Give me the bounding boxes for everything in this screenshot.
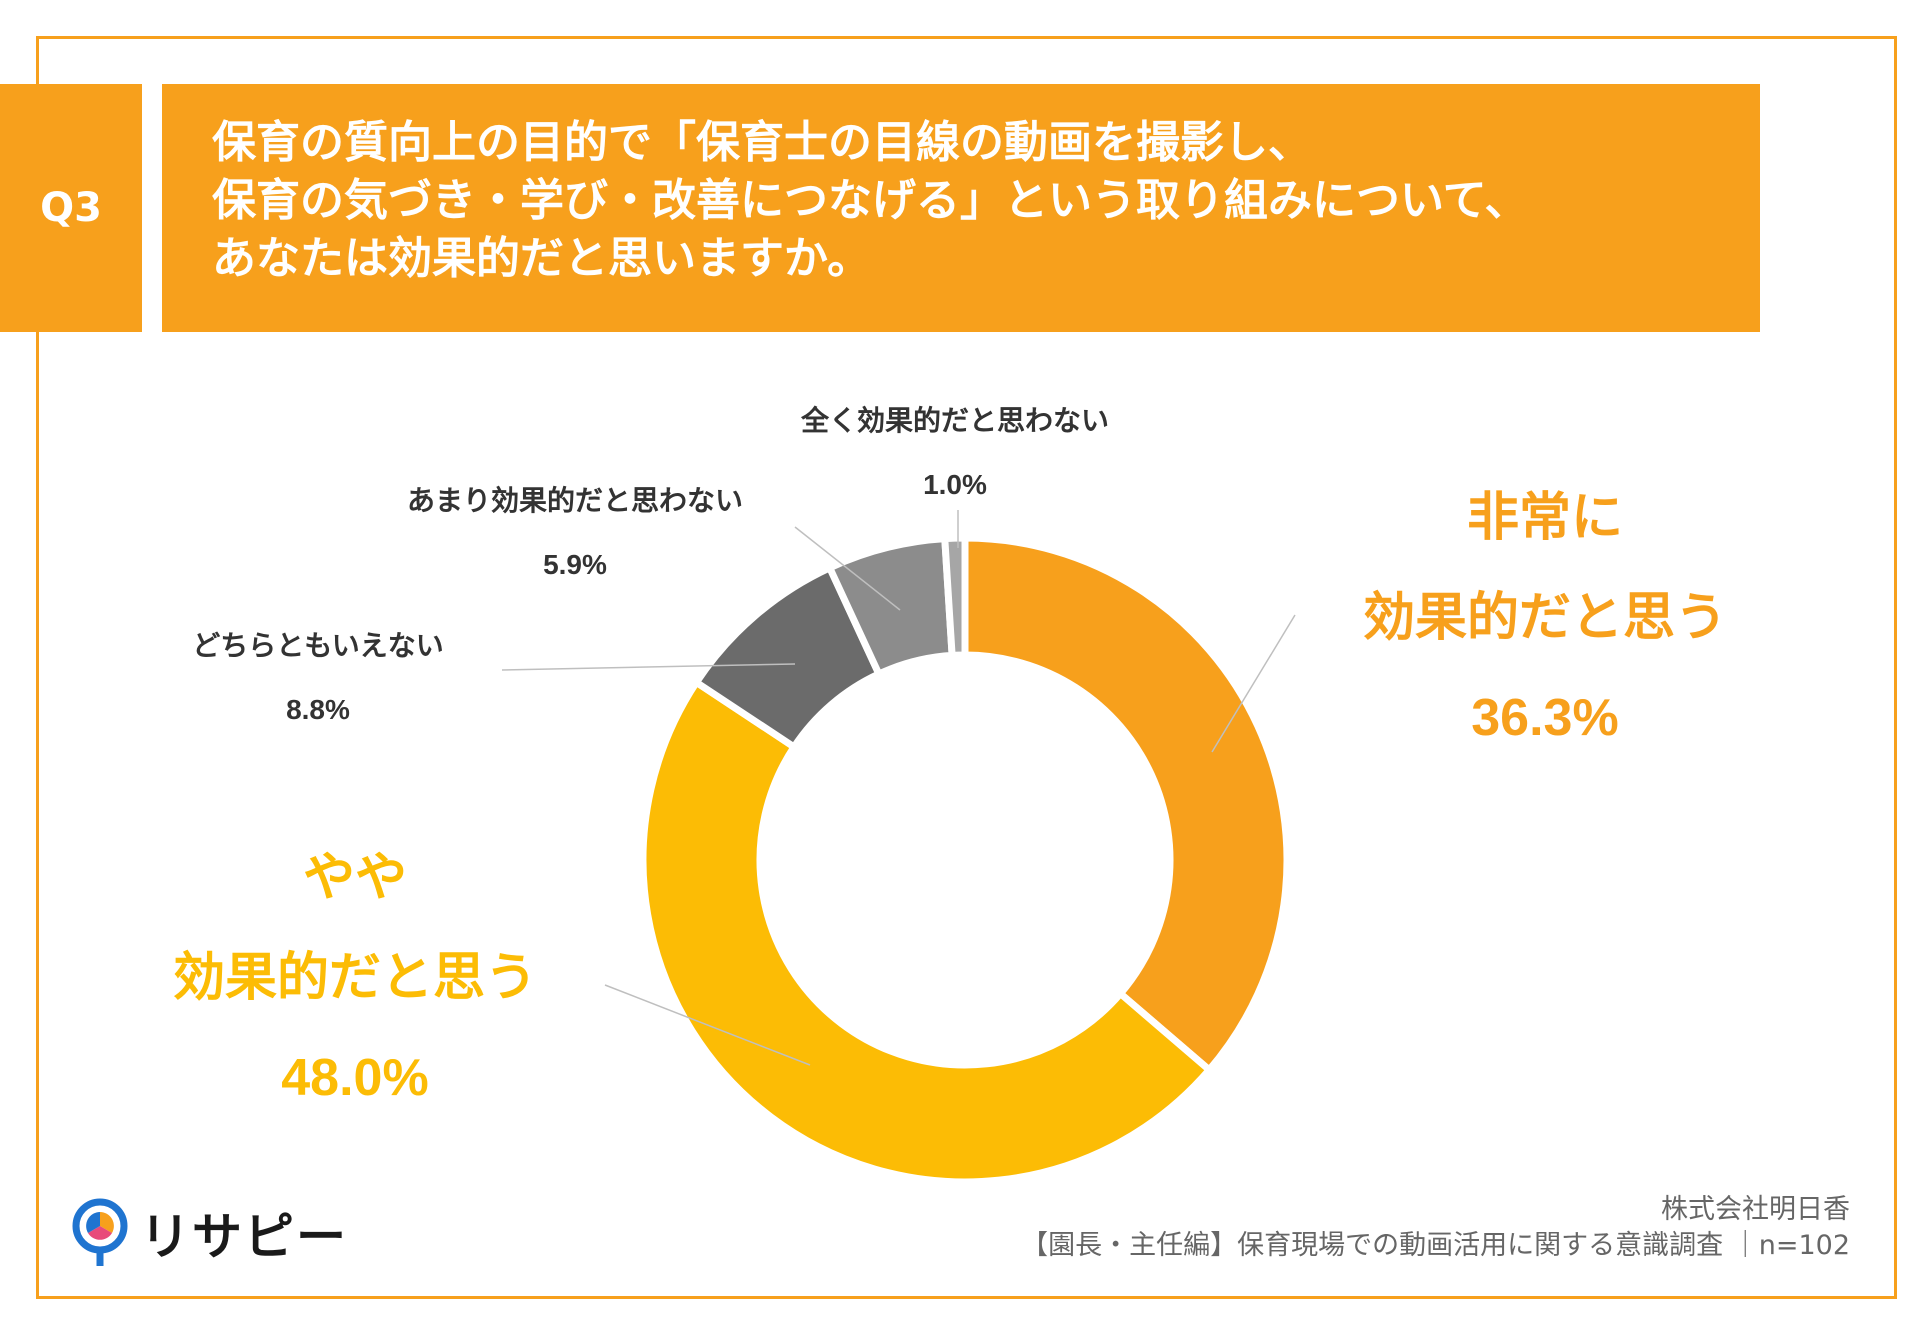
slice-not-effective-at-all — [941, 534, 969, 660]
question-title-line-1: 保育の質向上の目的で「保育士の目線の動画を撮影し、 — [212, 117, 1312, 168]
chart-frame — [36, 36, 1897, 1299]
question-title: 保育の質向上の目的で「保育士の目線の動画を撮影し、 保育の気づき・学び・改善につ… — [162, 84, 1760, 332]
value-label-very-effective: 36.3% — [1471, 689, 1618, 747]
label-very-effective-line-2: 効果的だと思う — [1363, 588, 1727, 648]
pin-logo-icon — [72, 1198, 128, 1266]
label-not-effective-at-all-line-1: 全く効果的だと思わない — [800, 404, 1109, 437]
label-neutral-line-1: どちらともいえない — [192, 629, 443, 662]
value-label-not-very-effective: 5.9% — [543, 549, 607, 580]
leader-line-not-very-effective — [794, 526, 901, 611]
leader-line-somewhat-effective — [604, 984, 811, 1066]
company-logo: リサピー — [70, 1198, 348, 1268]
leader-line-very-effective — [1211, 614, 1296, 753]
label-somewhat-effective-line-1: やや — [303, 848, 407, 908]
logo-text: リサピー — [140, 1208, 348, 1266]
question-badge: Q3 — [0, 84, 142, 332]
value-label-somewhat-effective: 48.0% — [281, 1049, 428, 1107]
footer: 株式会社明日香 【園長・主任編】保育現場での動画活用に関する意識調査 ｜n=10… — [1021, 1192, 1850, 1264]
footer-source: 【園長・主任編】保育現場での動画活用に関する意識調査 ｜n=102 — [1021, 1230, 1850, 1261]
slice-very-effective — [961, 534, 1291, 1075]
footer-company: 株式会社明日香 — [1661, 1194, 1850, 1225]
label-somewhat-effective-line-2: 効果的だと思う — [173, 948, 537, 1008]
value-label-neutral: 8.8% — [286, 694, 350, 725]
question-title-line-3: あなたは効果的だと思いますか。 — [212, 233, 872, 284]
slice-somewhat-effective — [639, 677, 1215, 1186]
question-title-line-2: 保育の気づき・学び・改善につなげる」という取り組みについて、 — [212, 175, 1529, 226]
leader-line-neutral — [501, 663, 796, 671]
label-not-very-effective-line-1: あまり効果的だと思わない — [407, 484, 743, 517]
value-label-not-effective-at-all: 1.0% — [923, 469, 987, 500]
label-very-effective-line-1: 非常に — [1467, 488, 1623, 548]
